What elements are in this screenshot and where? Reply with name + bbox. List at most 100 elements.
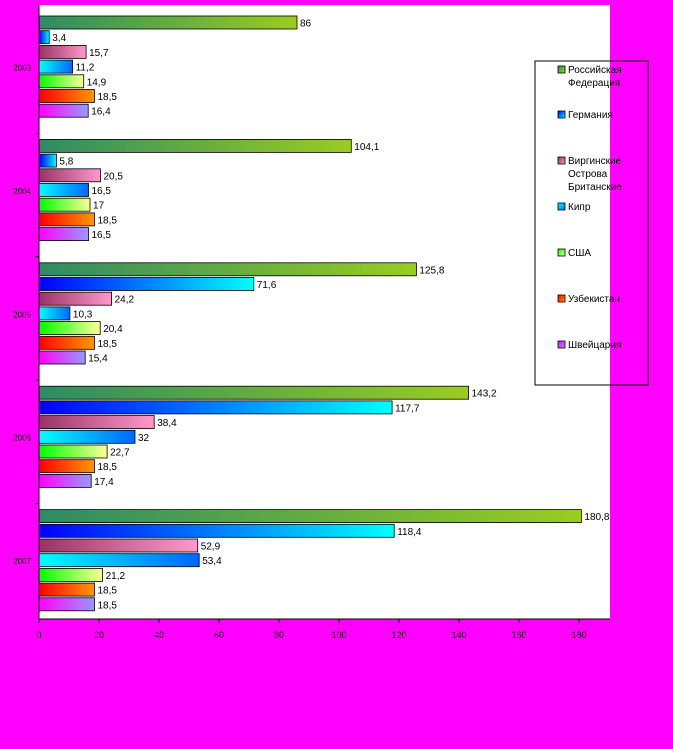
value-label-2003-series-7: 16,4 (91, 107, 111, 118)
value-label-2007-series-1: 180,8 (584, 512, 609, 523)
legend-label-series-6: Узбекистан (568, 293, 620, 305)
legend-label-series-7: Швейцария (568, 340, 621, 351)
value-label-2004-series-4: 16,5 (92, 186, 112, 197)
value-label-2006-series-5: 22,7 (110, 448, 130, 459)
value-label-2004-series-6: 18,5 (98, 215, 118, 226)
bar-2007-series-5 (38, 568, 103, 582)
bar-2004-series-3 (38, 168, 101, 183)
legend-label-series-5: США (568, 248, 591, 259)
bar-2005-series-3 (38, 291, 112, 306)
bar-2007-series-4 (38, 553, 200, 568)
bar-2007-series-7 (38, 597, 95, 612)
bar-2003-series-2 (38, 30, 50, 45)
legend: Российская Федерация Германия Виргинские Ост… (534, 60, 649, 386)
value-label-2007-series-7: 18,5 (98, 600, 118, 611)
value-label-2005-series-6: 18,5 (98, 339, 118, 350)
bar-2005-series-4 (38, 306, 71, 321)
legend-swatch-series-1 (557, 65, 566, 74)
x-tick-label-120: 120 (391, 630, 406, 640)
bar-2007-series-2 (38, 523, 395, 538)
legend-label-series-3: Виргинские Острова Британские (568, 156, 622, 193)
x-tick-label-0: 0 (36, 630, 41, 640)
x-tick-label-160: 160 (511, 630, 526, 640)
legend-label-series-4: Кипр (568, 202, 591, 213)
bar-2006-series-2 (38, 400, 393, 415)
legend-swatch-series-4 (557, 202, 566, 211)
bar-2003-series-7 (38, 103, 89, 118)
value-label-2004-series-7: 16,5 (92, 230, 112, 241)
x-tick-label-140: 140 (451, 630, 466, 640)
value-label-2003-series-6: 18,5 (98, 92, 118, 103)
value-label-2004-series-1: 104,1 (354, 142, 379, 153)
x-tick-label-80: 80 (274, 630, 284, 640)
legend-swatch-series-6 (557, 294, 566, 303)
legend-label-series-1: Российская Федерация (568, 65, 622, 89)
bar-2006-series-6 (38, 459, 95, 474)
bar-2004-series-6 (38, 212, 95, 227)
legend-box (534, 60, 649, 386)
legend-swatch-series-7 (557, 340, 566, 349)
bar-2003-series-5 (38, 74, 85, 89)
value-label-2005-series-1: 125,8 (419, 265, 444, 276)
bar-2005-series-2 (38, 277, 255, 291)
bar-2006-series-1 (38, 385, 470, 400)
x-tick-label-20: 20 (94, 630, 104, 640)
value-label-2005-series-7: 15,4 (88, 354, 108, 365)
value-label-2004-series-2: 5,8 (59, 157, 73, 168)
bar-2003-series-6 (38, 89, 95, 103)
bar-2007-series-1 (38, 509, 582, 524)
y-tick-label-2005: 2005 (13, 310, 31, 319)
value-label-2006-series-4: 32 (138, 433, 150, 444)
y-tick-label-2003: 2003 (13, 63, 31, 72)
bar-2005-series-7 (38, 350, 86, 365)
y-tick-label-2004: 2004 (13, 187, 31, 196)
value-label-2003-series-4: 11,2 (76, 63, 95, 74)
value-label-2007-series-2: 118,4 (397, 527, 422, 538)
bar-2003-series-4 (38, 59, 73, 74)
value-label-2005-series-3: 24,2 (115, 295, 135, 306)
bar-2004-series-7 (38, 227, 89, 242)
value-label-2007-series-3: 52,9 (201, 542, 221, 553)
bar-2003-series-3 (38, 45, 87, 59)
legend-label-series-2: Германия (568, 110, 613, 121)
x-tick-label-180: 180 (571, 630, 586, 640)
x-tick-label-100: 100 (331, 630, 346, 640)
bar-2004-series-1 (38, 138, 352, 153)
legend-swatch-series-5 (557, 248, 566, 257)
value-label-2004-series-5: 17 (93, 201, 105, 212)
bar-2006-series-4 (38, 429, 136, 444)
bar-2006-series-3 (38, 415, 155, 430)
value-label-2005-series-2: 71,6 (257, 280, 277, 291)
value-label-2003-series-3: 15,7 (89, 48, 109, 59)
legend-swatch-series-3 (557, 156, 566, 165)
value-label-2003-series-5: 14,9 (87, 77, 107, 88)
bar-2004-series-5 (38, 197, 91, 212)
bar-2005-series-1 (38, 262, 417, 277)
bar-2007-series-6 (38, 582, 95, 597)
y-tick-label-2007: 2007 (13, 557, 31, 566)
value-label-2006-series-7: 17,4 (94, 477, 114, 488)
legend-swatch-series-2 (557, 110, 566, 119)
value-label-2006-series-3: 38,4 (157, 418, 177, 429)
x-tick-label-40: 40 (154, 630, 164, 640)
value-label-2004-series-3: 20,5 (104, 171, 124, 182)
value-label-2007-series-6: 18,5 (98, 586, 118, 597)
value-label-2003-series-1: 86 (300, 19, 312, 30)
value-label-2005-series-5: 20,4 (103, 324, 123, 335)
value-label-2007-series-4: 53,4 (202, 556, 222, 567)
value-label-2003-series-2: 3,4 (52, 33, 66, 44)
bar-2006-series-5 (38, 444, 108, 459)
bar-2006-series-7 (38, 473, 92, 488)
bar-2004-series-2 (38, 153, 57, 168)
bar-2007-series-3 (38, 538, 199, 553)
y-tick-label-2006: 2006 (13, 434, 31, 443)
bar-2003-series-1 (38, 15, 298, 30)
value-label-2007-series-5: 21,2 (106, 571, 126, 582)
value-label-2006-series-2: 117,7 (395, 403, 420, 414)
x-tick-label-60: 60 (214, 630, 224, 640)
value-label-2005-series-4: 10,3 (73, 309, 93, 320)
bar-2004-series-4 (38, 183, 89, 197)
value-label-2006-series-1: 143,2 (472, 389, 497, 400)
bar-2005-series-6 (38, 335, 95, 350)
